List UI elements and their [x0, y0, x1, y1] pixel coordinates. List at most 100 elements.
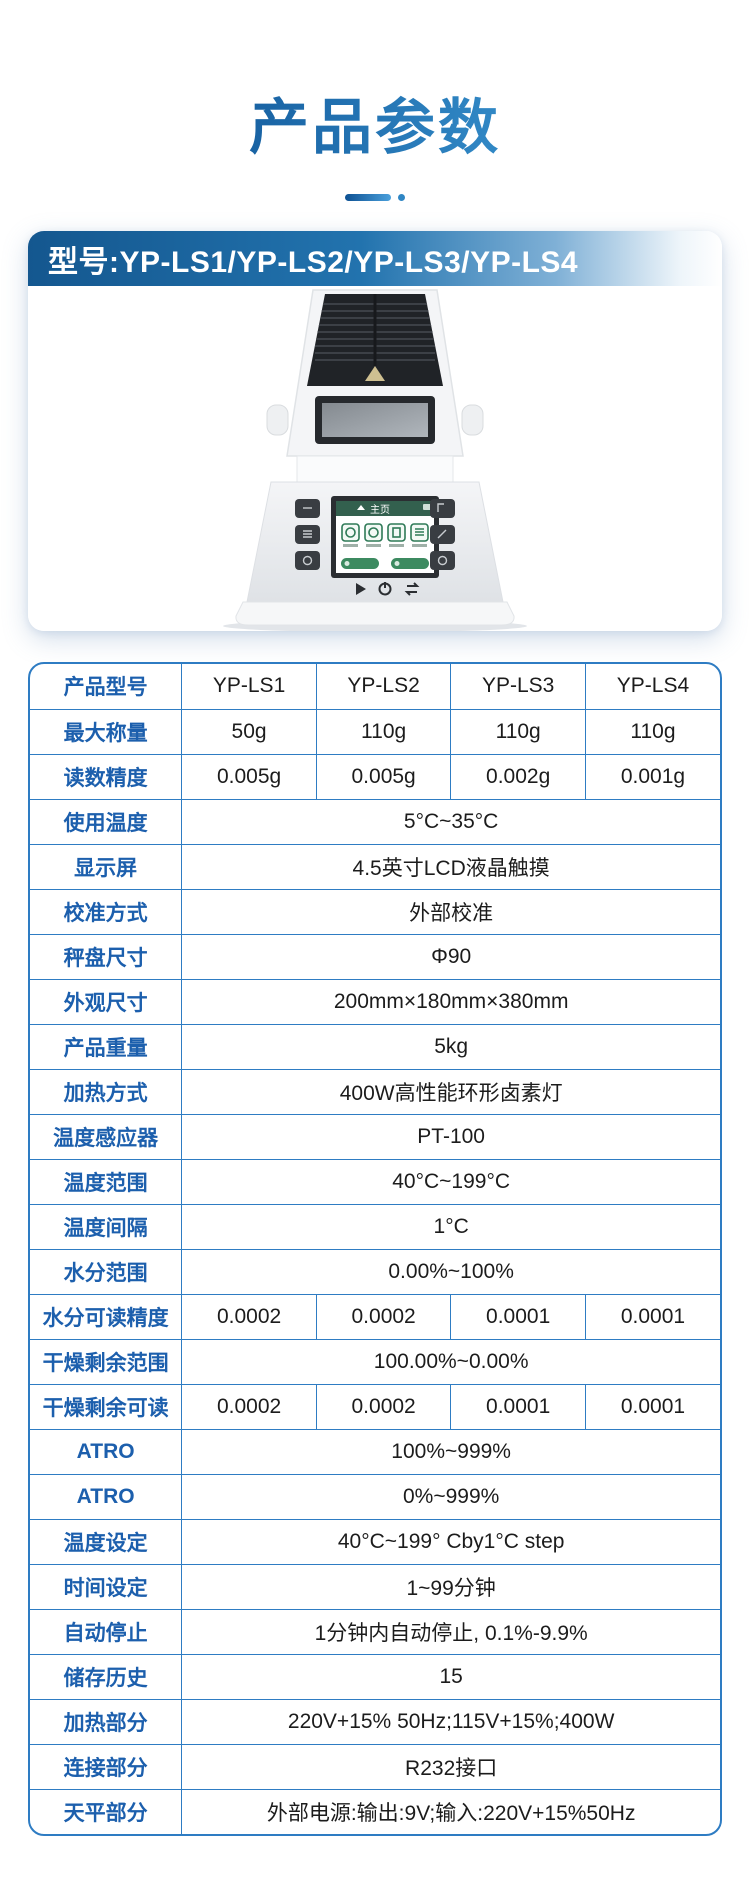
page-title: 产品参数	[0, 0, 750, 158]
spec-value: 0.0001	[584, 1383, 720, 1430]
spec-value: YP-LS2	[315, 664, 452, 710]
spec-value: 0.0001	[450, 1293, 586, 1340]
spec-label: 读数精度	[30, 753, 183, 800]
screen-app-icons	[341, 523, 429, 542]
spec-row: 干燥剩余可读 0.0002 0.0002 0.0001 0.0001	[30, 1383, 720, 1430]
spec-value: 0.005g	[181, 753, 317, 800]
hot-surface-warning-icon	[365, 366, 385, 381]
spec-value-span: 4.5英寸LCD液晶触摸	[181, 843, 720, 890]
screen-title: 主页	[370, 504, 390, 516]
spec-value-span: 1~99分钟	[181, 1563, 720, 1610]
spec-value: YP-LS4	[584, 664, 720, 710]
spec-value-span: 100.00%~0.00%	[181, 1338, 720, 1385]
spec-label: 显示屏	[30, 843, 183, 890]
spec-row: 加热方式 400W高性能环形卤素灯	[30, 1068, 720, 1115]
battery-icon	[423, 504, 432, 510]
home-icon	[357, 505, 365, 510]
spec-row: 最大称量 50g 110g 110g 110g	[30, 708, 720, 755]
spec-value: 110g	[315, 708, 452, 755]
spec-label: 干燥剩余范围	[30, 1338, 183, 1385]
spec-value: 0.0002	[181, 1383, 317, 1430]
spec-value: YP-LS1	[181, 664, 317, 710]
spec-value: 0.0002	[315, 1293, 452, 1340]
spec-value: 0.0001	[450, 1383, 586, 1430]
spec-row: 温度间隔 1°C	[30, 1203, 720, 1250]
spec-label: 加热方式	[30, 1068, 183, 1115]
spec-row: ATRO 0%~999%	[30, 1473, 720, 1520]
spec-row: 显示屏 4.5英寸LCD液晶触摸	[30, 843, 720, 890]
spec-label: 温度设定	[30, 1518, 183, 1565]
spec-value-span: 400W高性能环形卤素灯	[181, 1068, 720, 1115]
spec-row: 温度感应器 PT-100	[30, 1113, 720, 1160]
spec-label: 产品重量	[30, 1023, 183, 1070]
spec-label: ATRO	[30, 1428, 183, 1475]
spec-label: 使用温度	[30, 798, 183, 845]
spec-value-span: 5kg	[181, 1023, 720, 1070]
spec-value-span: 100%~999%	[181, 1428, 720, 1475]
spec-value-span: PT-100	[181, 1113, 720, 1160]
right-handle	[461, 404, 484, 436]
spec-value-span: 0%~999%	[181, 1473, 720, 1520]
spec-row: 加热部分 220V+15% 50Hz;115V+15%;400W	[30, 1698, 720, 1745]
title-divider	[0, 194, 750, 201]
spec-label: 外观尺寸	[30, 978, 183, 1025]
divider-dash	[345, 194, 391, 201]
right-button-column	[430, 499, 455, 570]
spec-value: 0.005g	[315, 753, 452, 800]
spec-value: 110g	[450, 708, 586, 755]
start-icon	[356, 583, 366, 595]
spec-label: 加热部分	[30, 1698, 183, 1745]
model-card-header: 型号:YP-LS1/YP-LS2/YP-LS3/YP-LS4	[28, 231, 722, 286]
spec-label: 天平部分	[30, 1788, 183, 1834]
spec-row: 时间设定 1~99分钟	[30, 1563, 720, 1610]
spec-label: 干燥剩余可读	[30, 1383, 183, 1430]
spec-value-span: 220V+15% 50Hz;115V+15%;400W	[181, 1698, 720, 1745]
spec-label: 产品型号	[30, 664, 183, 710]
device-neck	[296, 455, 454, 483]
model-card: 型号:YP-LS1/YP-LS2/YP-LS3/YP-LS4	[28, 231, 722, 631]
spec-row: 自动停止 1分钟内自动停止, 0.1%-9.9%	[30, 1608, 720, 1655]
spec-label: 秤盘尺寸	[30, 933, 183, 980]
spec-row: ATRO 100%~999%	[30, 1428, 720, 1475]
page: 产品参数 型号:YP-LS1/YP-LS2/YP-LS3/YP-LS4	[0, 0, 750, 1836]
spec-table-inner: 产品型号 YP-LS1 YP-LS2 YP-LS3 YP-LS4 最大称量 50g 110g 1…	[30, 664, 720, 1834]
spec-row: 外观尺寸 200mm×180mm×380mm	[30, 978, 720, 1025]
screen-header-bar	[336, 501, 434, 516]
left-button-glyphs	[302, 507, 313, 566]
spec-row: 干燥剩余范围 100.00%~0.00%	[30, 1338, 720, 1385]
spec-value: 0.0002	[181, 1293, 317, 1340]
product-photo-area: 主页	[28, 286, 722, 631]
spec-value: 0.001g	[584, 753, 720, 800]
spec-value-span: Φ90	[181, 933, 720, 980]
model-card-title: 型号:YP-LS1/YP-LS2/YP-LS3/YP-LS4	[48, 245, 579, 279]
device-base-slab	[235, 601, 515, 626]
spec-value: 0.0002	[315, 1383, 452, 1430]
spec-row: 温度设定 40°C~199° Cby1°C step	[30, 1518, 720, 1565]
icon-caption-lines	[343, 544, 427, 547]
spec-value-span: 外部电源:输出:9V;输入:220V+15%50Hz	[181, 1788, 720, 1834]
spec-value-span: 40°C~199° Cby1°C step	[181, 1518, 720, 1565]
spec-value-span: 外部校准	[181, 888, 720, 935]
spec-table: 产品型号 YP-LS1 YP-LS2 YP-LS3 YP-LS4 最大称量 50g 110g 1…	[28, 662, 722, 1836]
screen-action-pills	[341, 558, 429, 569]
spec-label: 连接部分	[30, 1743, 183, 1790]
spec-row: 秤盘尺寸 Φ90	[30, 933, 720, 980]
spec-value: YP-LS3	[450, 664, 586, 710]
power-icon	[378, 582, 392, 596]
spec-value-span: 15	[181, 1653, 720, 1700]
spec-row: 读数精度 0.005g 0.005g 0.002g 0.001g	[30, 753, 720, 800]
hood-vent-lines	[315, 294, 435, 366]
spec-value: 0.0001	[584, 1293, 720, 1340]
spec-row: 储存历史 15	[30, 1653, 720, 1700]
spec-row: 连接部分 R232接口	[30, 1743, 720, 1790]
spec-value: 0.002g	[450, 753, 586, 800]
spec-value: 50g	[181, 708, 317, 755]
spec-row: 产品型号 YP-LS1 YP-LS2 YP-LS3 YP-LS4	[30, 664, 720, 710]
spec-row: 水分范围 0.00%~100%	[30, 1248, 720, 1295]
left-handle	[266, 404, 289, 436]
spec-row: 使用温度 5°C~35°C	[30, 798, 720, 845]
moisture-analyzer-image: 主页	[223, 289, 527, 631]
spec-row: 校准方式 外部校准	[30, 888, 720, 935]
spec-row: 产品重量 5kg	[30, 1023, 720, 1070]
spec-label: 时间设定	[30, 1563, 183, 1610]
